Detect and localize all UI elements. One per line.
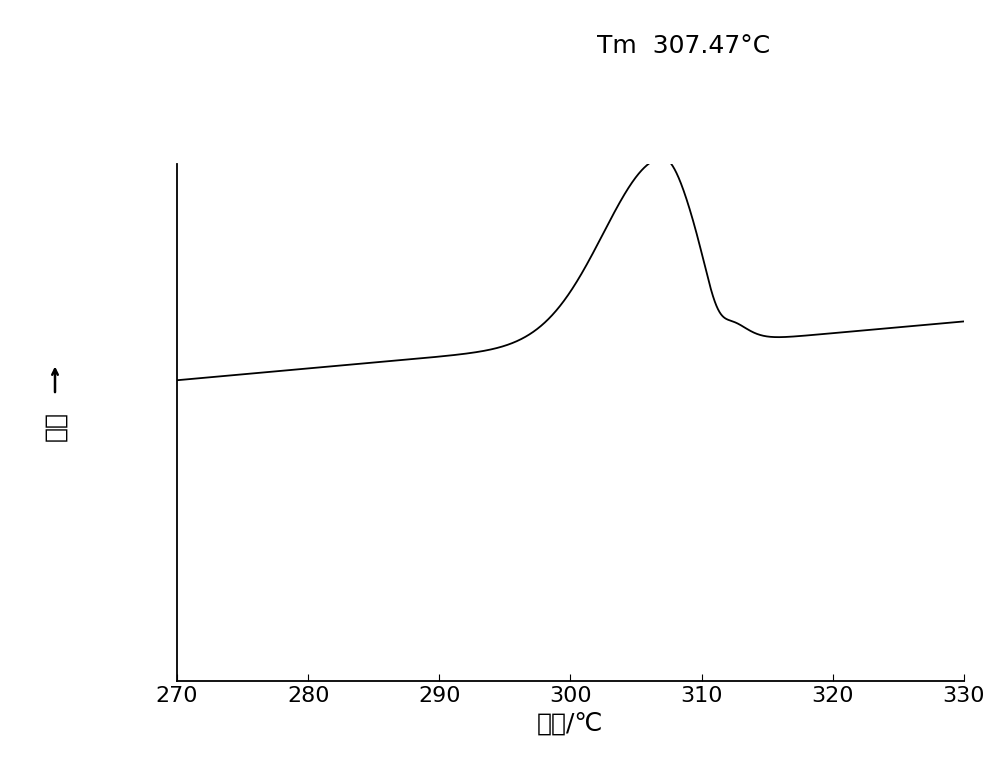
Text: Tm  307.47°C: Tm 307.47°C [597,34,770,58]
Text: 吸热: 吸热 [43,411,67,441]
X-axis label: 温度/℃: 温度/℃ [537,712,604,736]
